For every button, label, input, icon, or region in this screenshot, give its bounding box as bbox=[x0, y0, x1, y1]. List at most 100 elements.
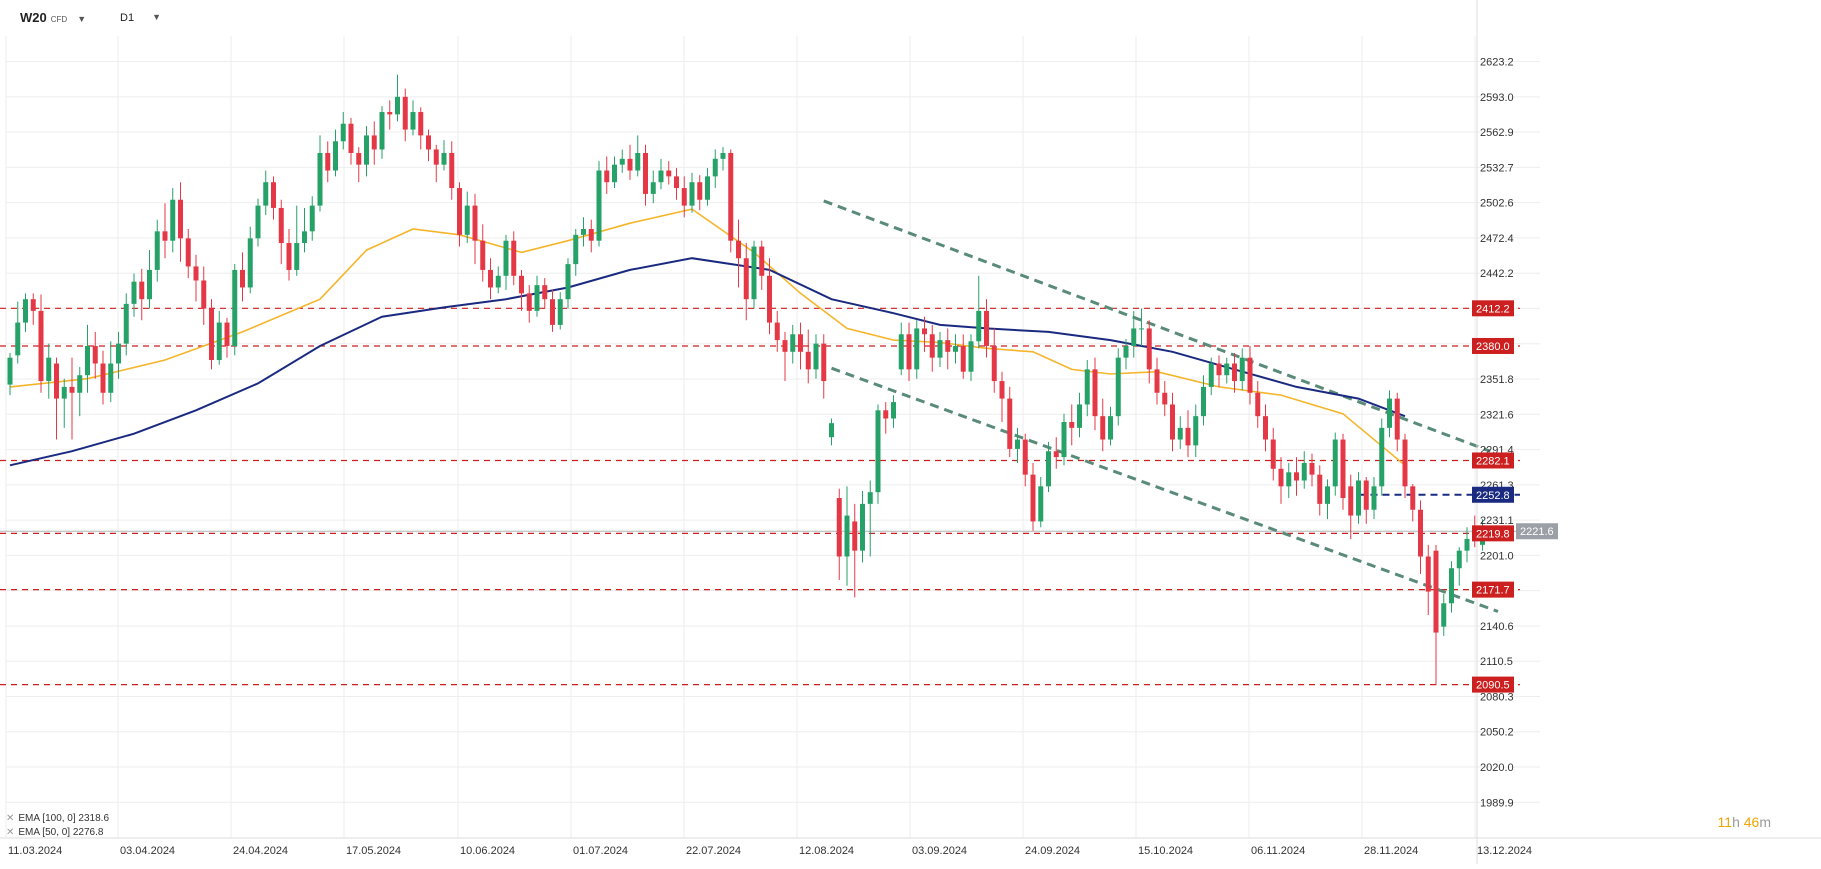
levels-layer bbox=[0, 307, 1520, 686]
candle bbox=[860, 491, 865, 563]
channel-layer bbox=[823, 199, 1499, 613]
candle-body bbox=[658, 170, 664, 183]
candle bbox=[1232, 352, 1237, 393]
timer-hours-unit: h bbox=[1732, 814, 1740, 830]
y-tick-label: 2442.2 bbox=[1480, 268, 1514, 280]
x-tick-label: 11.03.2024 bbox=[8, 845, 62, 857]
candle-body bbox=[960, 345, 966, 372]
candle bbox=[635, 135, 641, 177]
candle bbox=[201, 266, 207, 325]
candle bbox=[1255, 381, 1261, 428]
candle-body bbox=[1139, 328, 1144, 330]
x-tick-label: 13.12.2024 bbox=[1477, 845, 1532, 857]
x-tick-label: 10.06.2024 bbox=[460, 845, 515, 857]
candle-body bbox=[1363, 480, 1369, 510]
level-price-tag bbox=[1472, 525, 1514, 542]
candle-body bbox=[542, 285, 548, 300]
candle-body bbox=[201, 280, 207, 309]
candle bbox=[387, 100, 393, 130]
candle-body bbox=[15, 322, 21, 356]
candle bbox=[1239, 348, 1245, 391]
candle bbox=[914, 320, 920, 379]
candle-body bbox=[271, 182, 276, 208]
candle bbox=[1387, 390, 1392, 438]
candle bbox=[1177, 416, 1183, 449]
chevron-down-icon: ▼ bbox=[77, 14, 87, 24]
candle-body bbox=[813, 343, 819, 370]
candle bbox=[906, 322, 912, 382]
candle bbox=[1154, 357, 1160, 405]
candle bbox=[278, 199, 284, 265]
x-tick-label: 15.10.2024 bbox=[1138, 845, 1193, 857]
current-price-tag bbox=[1516, 523, 1558, 540]
candle bbox=[1394, 392, 1400, 452]
candle bbox=[1332, 432, 1338, 496]
y-tick-label: 2502.6 bbox=[1480, 198, 1514, 210]
level-price-tag bbox=[1472, 300, 1514, 317]
candle bbox=[441, 140, 447, 171]
candle-body bbox=[92, 345, 98, 364]
candle-body bbox=[968, 341, 974, 372]
candle-body bbox=[61, 386, 67, 399]
candle bbox=[767, 258, 772, 335]
candle bbox=[30, 293, 36, 325]
x-tick-label: 24.09.2024 bbox=[1025, 845, 1080, 857]
x-tick-label: 03.04.2024 bbox=[120, 845, 175, 857]
grid-layer bbox=[5, 36, 1540, 838]
candle-body bbox=[240, 269, 245, 288]
candle-body bbox=[69, 386, 75, 393]
candle-body bbox=[162, 231, 168, 241]
y-tick-label: 2532.7 bbox=[1480, 162, 1514, 174]
candle-body bbox=[154, 231, 160, 270]
candle-body bbox=[573, 234, 579, 265]
candle-body bbox=[1402, 439, 1408, 487]
candle bbox=[836, 488, 842, 580]
candle-body bbox=[54, 363, 59, 399]
candle bbox=[1278, 457, 1284, 504]
close-icon[interactable]: ✕ bbox=[6, 827, 15, 838]
candle bbox=[263, 170, 269, 215]
candle bbox=[1410, 483, 1416, 522]
candle-body bbox=[387, 112, 393, 115]
y-tick-label: 2140.6 bbox=[1480, 621, 1514, 633]
candle-body bbox=[1015, 439, 1020, 449]
candle bbox=[612, 156, 617, 189]
candle-body bbox=[193, 266, 199, 281]
candle bbox=[643, 144, 648, 206]
candle bbox=[1247, 345, 1253, 405]
candle-body bbox=[1309, 462, 1315, 475]
candle-body bbox=[1146, 328, 1152, 370]
timeframe-selector[interactable]: D1 ▼ bbox=[120, 12, 161, 24]
candle bbox=[991, 328, 997, 393]
candle bbox=[1441, 593, 1447, 637]
candle bbox=[774, 310, 780, 352]
candle-body bbox=[1387, 398, 1392, 428]
candle bbox=[488, 258, 493, 300]
candle bbox=[619, 149, 625, 173]
candle-body bbox=[619, 158, 625, 165]
candle bbox=[340, 112, 346, 150]
candle bbox=[751, 240, 757, 309]
candle-body bbox=[1433, 550, 1439, 633]
candle bbox=[1263, 404, 1268, 452]
candle bbox=[1123, 338, 1129, 370]
candle-body bbox=[976, 310, 982, 342]
level-price-label: 2219.8 bbox=[1476, 528, 1510, 540]
candle-body bbox=[1301, 462, 1307, 481]
chevron-down-icon: ▼ bbox=[152, 12, 161, 22]
close-icon[interactable]: ✕ bbox=[6, 813, 15, 824]
candle-body bbox=[883, 410, 889, 419]
candle-body bbox=[294, 243, 300, 270]
legend-ema50: ✕ EMA [50, 0] 2276.8 bbox=[6, 826, 109, 840]
candle-body bbox=[488, 269, 493, 288]
candle bbox=[581, 217, 586, 247]
candle-body bbox=[302, 231, 307, 244]
symbol-selector[interactable]: W20 CFD ▼ bbox=[20, 10, 86, 25]
candle bbox=[1100, 398, 1106, 452]
candle bbox=[960, 334, 966, 379]
candle-body bbox=[860, 503, 865, 551]
candle-body bbox=[418, 112, 424, 136]
candle bbox=[232, 264, 238, 356]
